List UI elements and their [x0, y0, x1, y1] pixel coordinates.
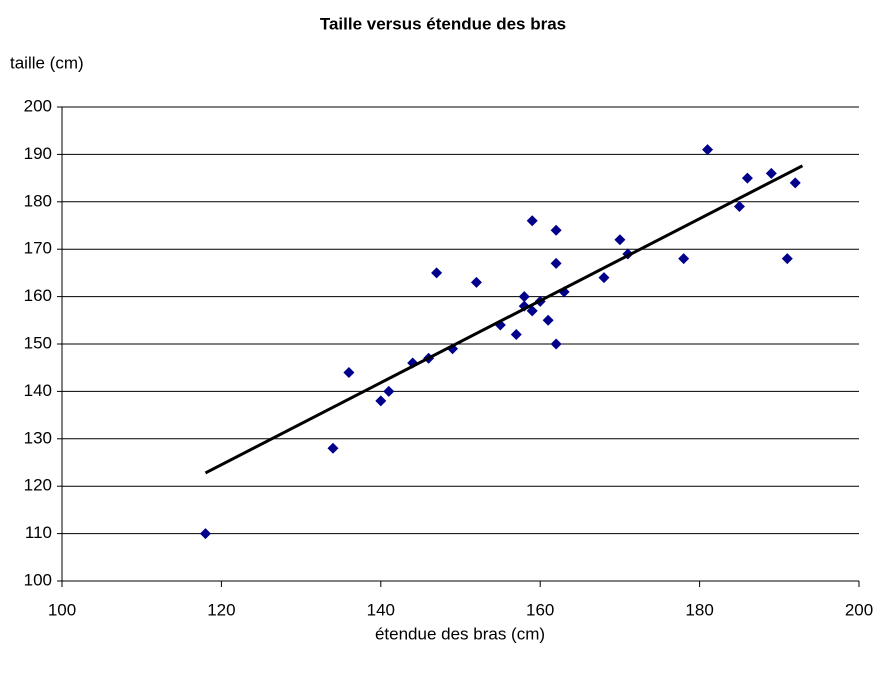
point [702, 144, 714, 156]
point [550, 257, 562, 269]
x-tick-label: 120 [207, 600, 235, 619]
x-axis-title: étendue des bras (cm) [375, 624, 545, 643]
point [598, 272, 610, 284]
point [199, 528, 211, 540]
x-tick-label: 160 [526, 600, 554, 619]
point [518, 291, 530, 303]
y-tick-label: 160 [24, 286, 52, 305]
y-tick-label: 200 [24, 96, 52, 115]
y-tick-label: 110 [25, 523, 52, 542]
point [526, 305, 538, 317]
chart-title: Taille versus étendue des bras [320, 14, 566, 33]
point [375, 395, 387, 407]
y-tick-label: 180 [24, 191, 52, 210]
point [526, 215, 538, 227]
point [765, 167, 777, 179]
y-tick-label: 170 [24, 239, 52, 258]
x-tick-label: 180 [685, 600, 713, 619]
point [431, 267, 443, 279]
y-axis-title: taille (cm) [10, 53, 84, 72]
point [550, 338, 562, 350]
point [678, 253, 690, 265]
y-tick-label: 150 [24, 333, 52, 352]
point [510, 329, 522, 341]
y-tick-label: 130 [24, 428, 52, 447]
point [470, 276, 482, 288]
point [343, 366, 355, 378]
x-tick-label: 200 [845, 600, 873, 619]
point [741, 172, 753, 184]
y-tick-label: 100 [24, 570, 52, 589]
point [614, 234, 626, 246]
point [383, 385, 395, 397]
point [733, 201, 745, 213]
point [789, 177, 801, 189]
x-tick-label: 140 [367, 600, 395, 619]
point [550, 224, 562, 236]
point [327, 442, 339, 454]
point [542, 314, 554, 326]
y-tick-label: 120 [24, 476, 52, 495]
x-tick-label: 100 [48, 600, 76, 619]
y-tick-label: 140 [24, 381, 52, 400]
point [781, 253, 793, 265]
y-tick-label: 190 [24, 144, 52, 163]
trend-line [204, 164, 804, 475]
